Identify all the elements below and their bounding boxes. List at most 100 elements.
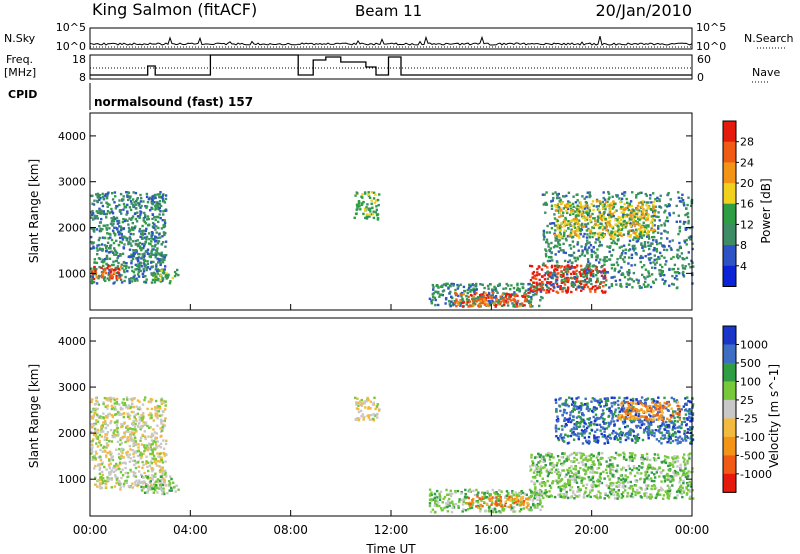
heatmap-cell xyxy=(429,510,433,514)
heatmap-cell xyxy=(584,200,588,204)
heatmap-cell xyxy=(544,464,547,467)
heatmap-cell xyxy=(688,455,691,458)
heatmap-cell xyxy=(150,197,154,201)
nsky-panel: N.Sky 10^5 10^0 10^5 10^0 N.Search xyxy=(4,21,794,53)
heatmap-cell xyxy=(609,219,612,223)
heatmap-cell xyxy=(577,284,581,288)
heatmap-cell xyxy=(115,251,119,255)
heatmap-cell xyxy=(120,413,123,416)
heatmap-cell xyxy=(367,193,370,197)
heatmap-cell xyxy=(574,201,578,204)
heatmap-cell xyxy=(457,303,460,306)
heatmap-cell xyxy=(657,225,660,228)
heatmap-cell xyxy=(619,256,622,259)
heatmap-cell xyxy=(555,468,558,472)
heatmap-cell xyxy=(652,217,655,220)
heatmap-cell xyxy=(454,301,457,305)
heatmap-cell xyxy=(637,201,641,205)
heatmap-cell xyxy=(129,436,132,439)
heatmap-cell xyxy=(104,213,108,216)
heatmap-cell xyxy=(576,256,579,259)
heatmap-cell xyxy=(686,481,689,485)
heatmap-cell xyxy=(632,231,635,235)
heatmap-cell xyxy=(627,243,631,246)
colorbar-segment xyxy=(723,183,736,205)
heatmap-cell xyxy=(101,192,104,196)
heatmap-cell xyxy=(549,273,552,276)
heatmap-cell xyxy=(139,439,142,442)
heatmap-cell xyxy=(660,232,663,235)
heatmap-cell xyxy=(666,472,669,476)
velocity-cells xyxy=(90,396,695,514)
heatmap-cell xyxy=(154,462,158,465)
heatmap-cell xyxy=(161,471,164,474)
heatmap-cell xyxy=(677,191,680,194)
heatmap-cell xyxy=(159,418,163,422)
heatmap-cell xyxy=(481,497,484,500)
heatmap-cell xyxy=(650,471,653,474)
heatmap-cell xyxy=(674,457,678,460)
heatmap-cell xyxy=(94,396,98,400)
heatmap-cell xyxy=(159,446,162,449)
heatmap-cell xyxy=(512,510,515,513)
heatmap-cell xyxy=(497,301,500,304)
heatmap-cell xyxy=(149,452,152,456)
heatmap-cell xyxy=(659,251,662,255)
heatmap-cell xyxy=(576,230,579,233)
heatmap-cell xyxy=(571,230,574,233)
heatmap-cell xyxy=(608,478,611,481)
heatmap-cell xyxy=(140,473,143,476)
heatmap-cell xyxy=(481,301,485,304)
heatmap-cell xyxy=(587,246,591,249)
heatmap-cell xyxy=(165,439,168,442)
heatmap-cell xyxy=(531,272,534,275)
heatmap-cell xyxy=(668,489,671,493)
heatmap-cell xyxy=(621,252,624,255)
heatmap-cell xyxy=(151,245,154,248)
heatmap-cell xyxy=(96,244,99,247)
heatmap-cell xyxy=(588,229,591,232)
heatmap-cell xyxy=(576,243,579,246)
heatmap-cell xyxy=(583,491,587,495)
heatmap-cell xyxy=(544,253,548,256)
heatmap-cell xyxy=(644,255,647,258)
heatmap-cell xyxy=(456,300,460,304)
heatmap-cell xyxy=(90,448,93,451)
heatmap-cell xyxy=(369,400,372,403)
heatmap-cell xyxy=(686,215,690,219)
heatmap-cell xyxy=(127,230,131,233)
heatmap-cell xyxy=(653,228,656,232)
heatmap-cell xyxy=(142,255,145,259)
heatmap-cell xyxy=(126,237,129,240)
heatmap-cell xyxy=(143,471,146,475)
heatmap-cell xyxy=(663,248,666,251)
heatmap-cell xyxy=(637,279,640,282)
heatmap-cell xyxy=(161,492,164,496)
heatmap-cell xyxy=(158,465,161,468)
heatmap-cell xyxy=(452,284,455,287)
heatmap-cell xyxy=(569,219,572,223)
heatmap-cell xyxy=(139,451,142,454)
heatmap-cell xyxy=(584,274,587,278)
heatmap-cell xyxy=(486,284,490,288)
heatmap-cell xyxy=(655,258,659,261)
heatmap-cell xyxy=(639,231,642,234)
heatmap-cell xyxy=(112,222,115,225)
heatmap-cell xyxy=(112,263,115,267)
heatmap-cell xyxy=(614,267,617,270)
heatmap-cell xyxy=(634,247,637,250)
heatmap-cell xyxy=(121,407,124,411)
heatmap-cell xyxy=(125,191,128,194)
heatmap-cell xyxy=(452,282,455,286)
heatmap-cell xyxy=(687,473,690,476)
heatmap-cell xyxy=(611,475,614,478)
heatmap-cell xyxy=(660,237,663,240)
heatmap-cell xyxy=(616,497,619,500)
heatmap-cell xyxy=(588,269,591,272)
heatmap-cell xyxy=(556,238,559,241)
heatmap-cell xyxy=(664,204,667,207)
heatmap-cell xyxy=(585,268,588,272)
heatmap-cell xyxy=(585,283,588,286)
heatmap-cell xyxy=(557,209,560,212)
heatmap-cell xyxy=(150,448,153,452)
